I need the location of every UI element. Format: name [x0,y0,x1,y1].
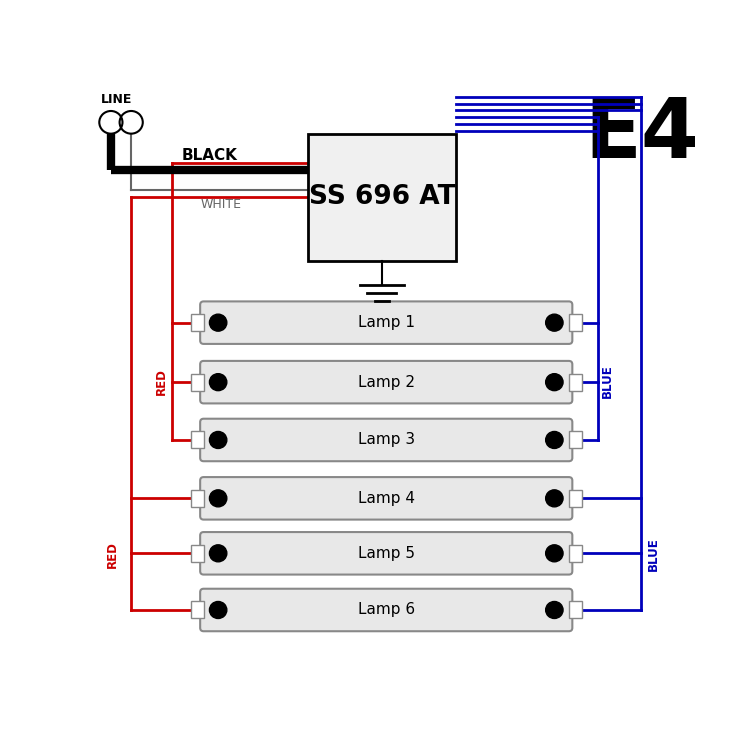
Circle shape [209,431,227,448]
Text: Lamp 2: Lamp 2 [358,375,414,389]
Circle shape [545,545,563,562]
Bar [569,545,582,562]
Text: Lamp 6: Lamp 6 [358,603,415,618]
Circle shape [545,601,563,618]
Circle shape [545,431,563,448]
Bar [191,431,203,448]
Text: Lamp 5: Lamp 5 [358,546,414,561]
Text: LINE: LINE [100,93,132,106]
Bar [191,314,203,331]
Circle shape [209,374,227,391]
Circle shape [545,314,563,331]
Circle shape [209,314,227,331]
FancyBboxPatch shape [200,302,572,344]
Bar [308,134,456,261]
Bar [191,490,203,507]
Text: Lamp 4: Lamp 4 [358,491,414,506]
Circle shape [209,601,227,618]
FancyBboxPatch shape [200,532,572,575]
Circle shape [545,374,563,391]
FancyBboxPatch shape [200,477,572,520]
Bar [191,374,203,391]
Bar [569,601,582,618]
FancyBboxPatch shape [200,419,572,461]
Text: WHITE: WHITE [200,198,242,211]
Circle shape [209,490,227,507]
Bar [191,545,203,562]
Text: BLUE: BLUE [601,364,614,398]
Text: Lamp 3: Lamp 3 [358,433,415,447]
Text: E4: E4 [584,94,699,175]
Bar [569,490,582,507]
Text: Lamp 1: Lamp 1 [358,315,414,330]
FancyBboxPatch shape [200,361,572,403]
Bar [569,431,582,448]
Text: BLUE: BLUE [647,537,660,571]
Bar [191,601,203,618]
Text: RED: RED [105,541,118,567]
Text: SS 696 AT: SS 696 AT [309,185,456,210]
Bar [569,374,582,391]
Circle shape [545,490,563,507]
FancyBboxPatch shape [200,589,572,631]
Bar [569,314,582,331]
Circle shape [209,545,227,562]
Text: RED: RED [156,368,168,394]
Text: BLACK: BLACK [182,148,237,163]
